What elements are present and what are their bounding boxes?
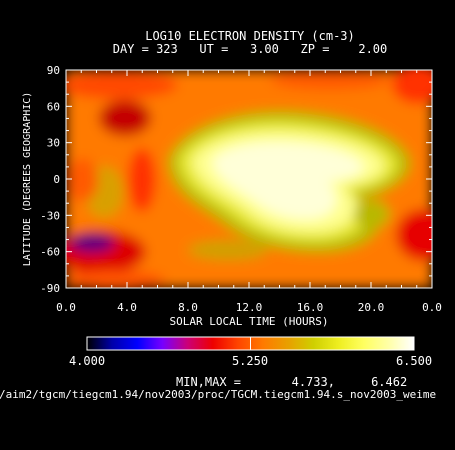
y-tick-label: 60 xyxy=(47,100,60,113)
field-blob xyxy=(188,240,268,260)
field-blob xyxy=(212,142,365,220)
colorbar-min-label: 4.000 xyxy=(69,354,105,368)
x-tick-label: 12.0 xyxy=(236,301,263,314)
y-tick-label: -30 xyxy=(40,209,60,222)
field-blob xyxy=(70,234,114,252)
field-blob xyxy=(128,148,156,212)
y-tick-label: -60 xyxy=(40,246,60,259)
field-blob xyxy=(354,200,390,228)
y-tick-label: -90 xyxy=(40,282,60,295)
y-tick-label: 30 xyxy=(47,137,60,150)
source-path: /aim2/tgcm/tiegcm1.94/nov2003/proc/TGCM.… xyxy=(0,388,436,401)
x-tick-label: 8.0 xyxy=(178,301,198,314)
x-tick-label: 20.0 xyxy=(358,301,385,314)
y-tick-labels: 90 60 30 0 -30 -60 -90 xyxy=(40,64,60,295)
field-blob xyxy=(99,100,151,136)
axis-ticks xyxy=(65,69,433,289)
field-blob xyxy=(396,209,432,261)
x-tick-label: 0.0 xyxy=(56,301,76,314)
field-blob xyxy=(392,70,432,104)
x-tick-labels: 0.0 4.0 8.0 12.0 16.0 20.0 0.0 xyxy=(56,301,442,314)
field-blob xyxy=(66,158,98,202)
colorbar-mid-label: 5.250 xyxy=(232,354,268,368)
y-axis-label: LATITUDE (DEGREES GEOGRAPHIC) xyxy=(22,92,33,267)
x-tick-label: 4.0 xyxy=(117,301,137,314)
field-blob xyxy=(66,71,178,99)
y-tick-label: 90 xyxy=(47,64,60,77)
heatmap-field xyxy=(66,70,432,288)
minmax-text: MIN,MAX = 4.733, 6.462 xyxy=(176,375,407,389)
x-axis-label: SOLAR LOCAL TIME (HOURS) xyxy=(170,315,329,328)
x-tick-label: 0.0 xyxy=(422,301,442,314)
field-blob xyxy=(66,270,165,288)
colorbar-max-label: 6.500 xyxy=(396,354,432,368)
chart-title: LOG10 ELECTRON DENSITY (cm-3) xyxy=(145,29,355,43)
field-blob xyxy=(270,70,390,90)
x-tick-label: 16.0 xyxy=(297,301,324,314)
chart-subtitle: DAY = 323 UT = 3.00 ZP = 2.00 xyxy=(113,42,388,56)
y-tick-label: 0 xyxy=(53,173,60,186)
